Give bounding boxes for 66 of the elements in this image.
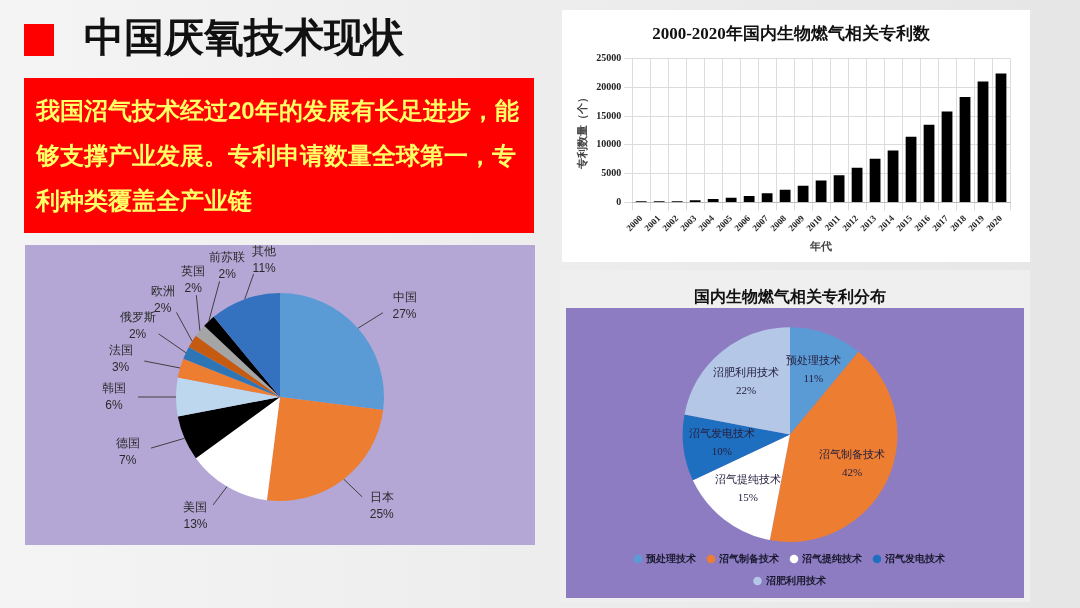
slice-label: 日本 (369, 490, 394, 505)
slice-label: 美国 (183, 500, 208, 515)
text: 我国沼气技术经过20年的发展有长足进步，能够支撑产业发展。专利申请数量全球第一，专利种类覆盖全产业链 (24, 78, 534, 233)
data-label: 7% (118, 453, 137, 468)
data-label: 2% (153, 300, 172, 315)
y-tick-label: 15000 (596, 109, 622, 121)
chart-title: 国内生物燃气相关专利分布 (694, 288, 886, 306)
data-label: 2% (128, 327, 147, 342)
slice-label: 沼气发电技术 (688, 427, 755, 440)
bar (761, 193, 773, 202)
bar (923, 124, 935, 202)
bar (707, 198, 719, 202)
bar (797, 185, 809, 202)
bar (905, 136, 917, 202)
bar (833, 175, 845, 202)
y-tick-label: 5000 (601, 167, 622, 179)
slice-label: 俄罗斯 (119, 310, 156, 325)
y-tick-label: 25000 (596, 51, 622, 63)
bar (995, 73, 1007, 202)
slice-label: 欧洲 (150, 283, 175, 298)
slice-label: 法国 (108, 342, 133, 357)
slice-label: 中国 (392, 290, 417, 305)
legend-label: 预处理技术 (645, 552, 697, 564)
y-tick-label: 0 (616, 196, 622, 208)
bar (743, 196, 755, 202)
y-axis-title: 专利数量（个） (575, 91, 589, 170)
x-tick-label: 2011 (822, 212, 843, 233)
data-label: 13% (183, 517, 208, 532)
bar (815, 180, 827, 202)
slice-label: 沼气提纯技术 (714, 472, 781, 485)
data-label: 25% (369, 507, 395, 522)
data-label: 3% (111, 359, 130, 374)
legend-label: 沼肥利用技术 (764, 574, 827, 586)
bar (851, 167, 863, 202)
slice-label: 韩国 (102, 381, 126, 396)
slice-label: 其他 (252, 243, 277, 258)
data-label: 6% (105, 398, 123, 413)
data-label: 2% (218, 267, 237, 282)
x-axis-title: 年代 (809, 240, 833, 253)
bar (887, 150, 899, 202)
bar (725, 197, 737, 202)
legend-label: 沼气提纯技术 (801, 552, 863, 564)
data-label: 27% (392, 307, 417, 322)
slice-label: 沼气制备技术 (819, 447, 886, 460)
bar (941, 111, 953, 202)
text: 中国厌氧技术现状 (84, 14, 404, 61)
slice-label: 英国 (181, 263, 206, 278)
bar (779, 189, 791, 202)
chart-title: 2000-2020年国内生物燃气相关专利数 (652, 23, 931, 43)
bar (959, 97, 971, 202)
bar (977, 81, 989, 202)
slice-label: 德国 (115, 436, 140, 451)
slice-label: 前苏联 (209, 250, 246, 265)
slice-label: 沼肥利用技术 (713, 365, 780, 378)
y-tick-label: 20000 (596, 80, 622, 92)
data-label: 10% (711, 445, 732, 458)
data-label: 2% (184, 280, 203, 295)
data-label: 15% (737, 490, 758, 503)
data-label: 11% (252, 260, 277, 275)
data-label: 42% (842, 465, 863, 478)
data-label: 22% (736, 383, 757, 396)
legend-label: 沼气制备技术 (718, 552, 780, 564)
y-tick-label: 10000 (596, 138, 622, 150)
data-label: 11% (803, 371, 824, 384)
bar (869, 158, 881, 202)
legend-label: 沼气发电技术 (884, 552, 946, 564)
